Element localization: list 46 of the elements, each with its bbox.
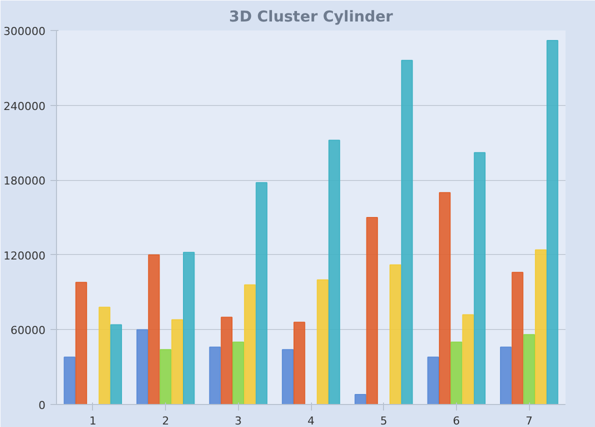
x-tick-label: 7 — [526, 414, 533, 427]
bar — [209, 346, 221, 404]
y-tick-label: 180000 — [4, 174, 46, 188]
x-tick-label: 2 — [162, 414, 170, 427]
bar — [401, 60, 413, 404]
y-tick-label: 300000 — [4, 25, 46, 38]
bar — [328, 140, 340, 404]
bar — [136, 329, 148, 404]
bar — [438, 192, 451, 404]
bar — [75, 282, 88, 404]
bar — [294, 322, 306, 404]
bar — [427, 356, 440, 404]
y-tick-label: 60000 — [10, 324, 46, 338]
y-tick-label: 120000 — [4, 249, 46, 262]
bar — [244, 284, 256, 404]
bar — [110, 324, 122, 404]
x-tick-label: 1 — [89, 414, 96, 427]
bar — [450, 342, 462, 404]
bar — [523, 334, 535, 404]
x-tick-label: 6 — [452, 414, 460, 427]
bar — [64, 356, 76, 404]
chart-title: 3D Cluster Cylinder — [229, 8, 394, 26]
bar — [282, 349, 294, 404]
bar — [512, 272, 524, 404]
bar — [366, 217, 378, 404]
bar — [354, 394, 366, 404]
y-tick-label: 0 — [38, 399, 46, 412]
y-tick-label: 240000 — [4, 100, 46, 113]
bar — [232, 342, 244, 404]
bar — [182, 252, 195, 404]
x-tick-label: 4 — [308, 414, 314, 427]
bar — [500, 346, 512, 404]
bar — [462, 314, 474, 404]
bar — [316, 279, 328, 404]
bar — [148, 254, 160, 404]
bar — [474, 152, 486, 404]
bar — [546, 40, 558, 404]
bar — [534, 249, 547, 404]
bar — [256, 182, 268, 404]
bar — [220, 316, 233, 404]
bar — [389, 264, 402, 404]
x-tick-label: 3 — [234, 414, 242, 427]
bar — [160, 349, 172, 404]
x-tick-label: 5 — [380, 414, 388, 427]
bar — [171, 319, 184, 404]
bar — [98, 306, 110, 404]
